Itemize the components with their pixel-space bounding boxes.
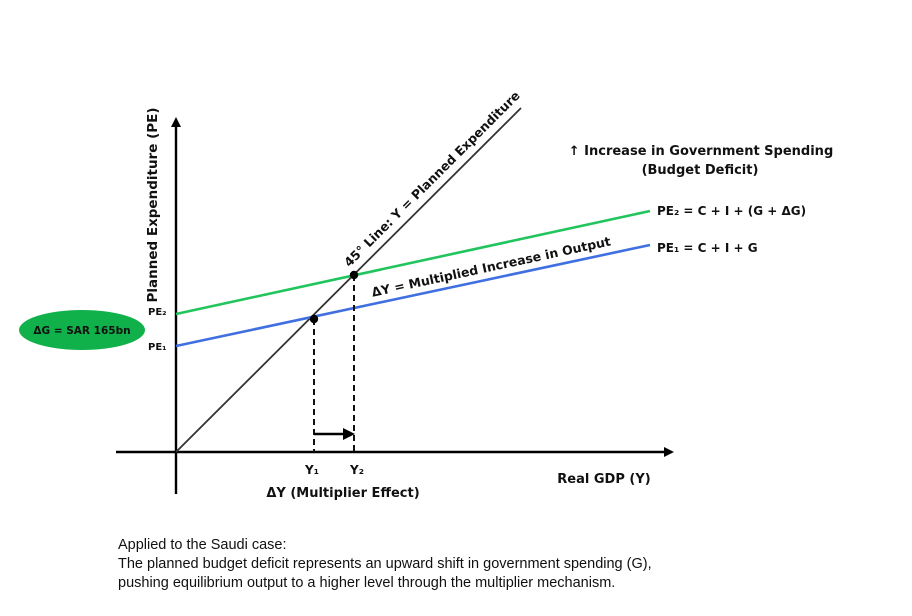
- increase-title-line1: ↑ Increase in Government Spending: [569, 144, 834, 159]
- equilibrium-point-1: [309, 314, 319, 324]
- caption-line-3: pushing equilibrium output to a higher l…: [118, 575, 616, 591]
- pe1-line: [175, 243, 651, 348]
- output-shift-arrowhead: [343, 428, 355, 440]
- pe2-line: [175, 209, 651, 316]
- delta-g-badge-label: ΔG = SAR 165bn: [33, 325, 130, 337]
- equilibrium-point-2: [349, 270, 359, 280]
- line-45-degree: [175, 107, 522, 453]
- y-axis-label: Planned Expenditure (PE): [145, 107, 161, 302]
- pe1-tick-label: PE₁: [148, 342, 167, 353]
- multiplier-effect-label: ΔY (Multiplier Effect): [266, 486, 419, 501]
- pe1-equation: PE₁ = C + I + G: [657, 241, 758, 255]
- pe2-equation: PE₂ = C + I + (G + ΔG): [657, 204, 806, 218]
- y2-label: Y₂: [349, 463, 364, 477]
- delta-g-badge: [19, 310, 145, 350]
- caption-line-1: Applied to the Saudi case:: [118, 537, 287, 553]
- pe2-tick-label: PE₂: [148, 307, 167, 318]
- x-axis-label: Real GDP (Y): [557, 472, 650, 487]
- y1-label: Y₁: [304, 463, 319, 477]
- y-axis-arrowhead: [171, 117, 181, 127]
- line-45-label: 45° Line: Y = Planned Expenditure: [341, 88, 523, 270]
- caption: Applied to the Saudi case: The planned b…: [118, 536, 818, 593]
- caption-line-2: The planned budget deficit represents an…: [118, 556, 652, 572]
- increase-title-line2: (Budget Deficit): [642, 163, 759, 178]
- x-axis-arrowhead: [664, 447, 674, 457]
- delta-y-label: ΔY = Multiplied Increase in Output: [370, 233, 612, 299]
